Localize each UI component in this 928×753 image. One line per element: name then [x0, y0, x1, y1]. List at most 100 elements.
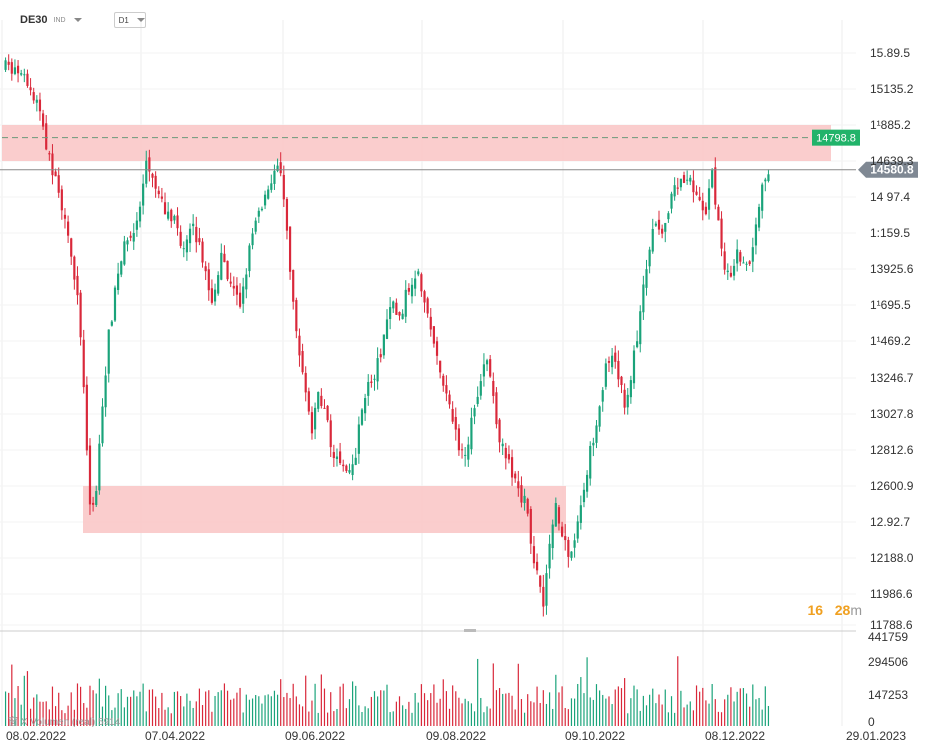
candle-body	[263, 194, 267, 206]
candle-body	[567, 539, 570, 557]
candle-body	[310, 412, 314, 434]
panel-resize-handle[interactable]	[464, 629, 476, 632]
price-tick-label: 12.92.7	[870, 515, 910, 529]
candle-body	[739, 252, 742, 262]
candle-body	[270, 183, 273, 190]
candle-body	[117, 273, 120, 290]
candle-body	[382, 334, 385, 356]
candle-body	[304, 372, 307, 393]
date-tick-label: 08.12.2022	[705, 729, 765, 743]
candle-body	[395, 302, 398, 315]
candle-body	[110, 321, 113, 326]
candle-body	[320, 395, 323, 406]
candle-body	[60, 189, 63, 211]
candle-body	[529, 508, 532, 544]
candle-body	[376, 358, 379, 382]
candle-body	[723, 251, 726, 270]
candle-body	[654, 223, 657, 226]
candle-body	[20, 73, 23, 75]
symbol-label[interactable]: DE30	[20, 14, 48, 26]
candle-body	[582, 489, 586, 503]
candle-body	[467, 444, 470, 460]
candle-body	[404, 289, 407, 317]
candle-body	[367, 381, 370, 396]
candle-body	[254, 220, 257, 232]
candle-body	[420, 274, 423, 292]
candle-body	[7, 61, 10, 65]
candle-body	[476, 396, 479, 404]
candle-body	[217, 275, 220, 294]
candle-body	[307, 391, 310, 412]
candle-body	[504, 447, 507, 459]
candle-body	[45, 123, 48, 150]
candle-body	[579, 505, 582, 523]
marker-price-badge	[812, 129, 860, 146]
candle-body	[692, 180, 695, 193]
date-tick-label: 09.06.2022	[285, 729, 345, 743]
candle-body	[257, 210, 260, 217]
candle-body	[82, 339, 85, 388]
candle-body	[604, 363, 607, 387]
candle-body	[639, 311, 642, 345]
chart-toolbar: DE30 IND D1	[8, 10, 146, 30]
candle-body	[342, 464, 345, 467]
candle-body	[317, 392, 320, 409]
candle-body	[245, 274, 248, 290]
price-zone-1	[2, 125, 831, 161]
candle-body	[360, 409, 364, 425]
candle-body	[726, 270, 729, 273]
candle-body	[542, 586, 545, 607]
candle-body	[657, 219, 661, 230]
candle-body	[623, 389, 626, 408]
countdown-unit: m	[850, 602, 862, 618]
price-tick-label: 11986.6	[870, 587, 913, 601]
candle-body	[470, 417, 473, 450]
candle-body	[276, 165, 279, 171]
candle-body	[23, 74, 26, 76]
candle-body	[138, 206, 142, 222]
candle-body	[526, 498, 529, 514]
candle-body	[717, 206, 720, 221]
symbol-dropdown-icon[interactable]	[73, 18, 82, 22]
price-tick-label: 12188.0	[870, 551, 914, 565]
candle-body	[51, 153, 54, 176]
candle-body	[204, 266, 207, 272]
candle-body	[288, 226, 292, 272]
price-tick-label: 15.89.5	[870, 46, 910, 60]
candle-body	[385, 319, 389, 339]
candle-body	[551, 524, 554, 549]
date-tick-label: 09.10.2022	[565, 729, 625, 743]
price-tick-label: 13925.6	[870, 262, 914, 276]
candle-body	[145, 160, 148, 184]
candle-body	[636, 341, 639, 348]
price-tick-label: 15135.2	[870, 82, 914, 96]
price-tick-label: 1¹885.2	[870, 118, 911, 132]
candle-body	[207, 269, 210, 291]
price-tick-label: 13027.8	[870, 407, 914, 421]
candle-body	[157, 190, 160, 195]
candle-body	[442, 375, 445, 386]
candle-body	[167, 211, 170, 219]
candle-body	[92, 502, 95, 505]
candle-body	[235, 285, 239, 295]
candle-body	[454, 416, 457, 430]
candle-body	[670, 193, 673, 209]
candle-body	[539, 575, 542, 587]
candle-body	[592, 442, 595, 446]
candle-body	[332, 452, 335, 459]
price-zone-2	[83, 486, 566, 534]
candle-body	[414, 278, 417, 289]
candle-body	[29, 87, 32, 91]
candle-body	[226, 260, 229, 280]
candle-body	[648, 249, 651, 267]
current-price-label: 14580.8	[870, 163, 914, 177]
candle-body	[135, 220, 138, 230]
candle-body	[520, 485, 523, 503]
candle-body	[729, 272, 733, 277]
candle-body	[714, 167, 717, 205]
timeframe-select[interactable]: D1	[113, 12, 146, 28]
candle-body	[742, 262, 745, 264]
candle-body	[163, 202, 167, 215]
